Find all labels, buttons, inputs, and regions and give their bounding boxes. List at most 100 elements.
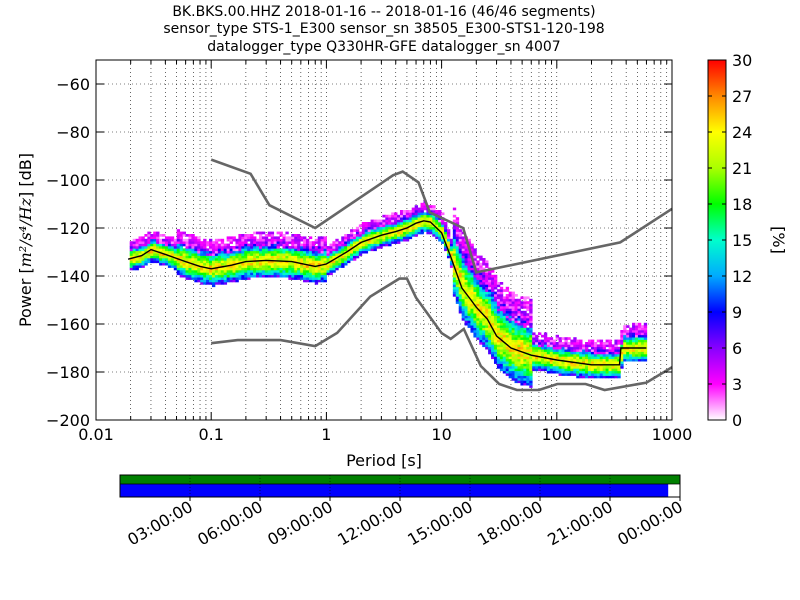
- heatmap-cell: [203, 272, 207, 276]
- heatmap-cell: [538, 368, 542, 372]
- heatmap-cell: [150, 260, 154, 264]
- heatmap-cell: [467, 320, 471, 324]
- heatmap-cell: [449, 255, 454, 259]
- heatmap-cell: [276, 255, 280, 259]
- heatmap-cell: [511, 342, 515, 345]
- heatmap-cell: [485, 334, 489, 338]
- heatmap-cell: [423, 202, 427, 206]
- heatmap-cell: [132, 262, 136, 266]
- heatmap-cell: [496, 310, 501, 314]
- heatmap-cell: [491, 284, 495, 288]
- heatmap-cell: [156, 248, 160, 252]
- heatmap-cell: [499, 330, 504, 333]
- heatmap-cell: [485, 277, 489, 280]
- heatmap-cell: [408, 212, 413, 216]
- heatmap-cell: [211, 270, 216, 273]
- heatmap-cell: [405, 214, 410, 218]
- heatmap-cell: [176, 267, 181, 271]
- heatmap-cell: [473, 250, 477, 254]
- heatmap-cell: [294, 241, 298, 244]
- heatmap-cell: [517, 322, 521, 326]
- heatmap-cell: [526, 330, 530, 333]
- heatmap-cell: [473, 284, 477, 288]
- heatmap-cell: [370, 222, 374, 225]
- heatmap-cell: [634, 332, 639, 336]
- heatmap-cell: [209, 243, 213, 247]
- heatmap-cell: [505, 296, 510, 300]
- heatmap-cell: [455, 222, 460, 225]
- heatmap-cell: [479, 262, 483, 266]
- heatmap-cell: [458, 236, 463, 240]
- heatmap-cell: [467, 322, 471, 326]
- heatmap-cell: [508, 322, 513, 326]
- heatmap-cell: [564, 361, 568, 364]
- heatmap-cell: [458, 294, 463, 297]
- heatmap-cell: [361, 236, 366, 240]
- heatmap-cell: [464, 248, 468, 252]
- heatmap-cell: [300, 272, 304, 276]
- heatmap-cell: [188, 262, 192, 266]
- heatmap-cell: [238, 243, 242, 247]
- heatmap-cell: [529, 373, 533, 376]
- heatmap-cell: [461, 238, 466, 242]
- heatmap-cell: [576, 375, 580, 379]
- heatmap-cell: [455, 226, 460, 230]
- heatmap-cell: [602, 344, 607, 348]
- heatmap-cell: [634, 344, 639, 348]
- heatmap-cell: [264, 236, 269, 240]
- heatmap-cell: [385, 222, 389, 225]
- heatmap-cell: [300, 253, 304, 256]
- heatmap-cell: [520, 322, 524, 326]
- heatmap-cell: [449, 250, 454, 254]
- heatmap-cell: [135, 238, 139, 242]
- heatmap-cell: [352, 241, 357, 244]
- heatmap-cell: [153, 253, 157, 256]
- heatmap-cell: [264, 253, 269, 256]
- heatmap-cell: [256, 265, 260, 268]
- heatmap-cell: [376, 243, 380, 247]
- heatmap-cell: [414, 226, 419, 230]
- heatmap-cell: [153, 243, 157, 247]
- heatmap-cell: [458, 270, 463, 273]
- heatmap-cell: [420, 214, 424, 218]
- heatmap-cell: [267, 246, 272, 249]
- heatmap-cell: [311, 274, 316, 278]
- heatmap-cell: [211, 255, 216, 259]
- heatmap-cell: [517, 313, 521, 316]
- heatmap-cell: [164, 238, 169, 242]
- heatmap-cell: [526, 334, 530, 338]
- heatmap-cell: [438, 231, 442, 235]
- x-tick-label: 1: [321, 425, 331, 444]
- heatmap-cell: [214, 270, 219, 273]
- heatmap-cell: [194, 243, 198, 247]
- heatmap-cell: [540, 342, 545, 345]
- heatmap-cell: [473, 260, 477, 264]
- heatmap-cell: [291, 262, 295, 266]
- heatmap-cell: [576, 370, 580, 374]
- heatmap-cell: [532, 344, 536, 348]
- heatmap-cell: [514, 358, 518, 362]
- heatmap-cell: [611, 351, 615, 355]
- heatmap-cell: [352, 250, 357, 254]
- heatmap-cell: [188, 272, 192, 276]
- heatmap-cell: [179, 260, 183, 264]
- heatmap-cell: [570, 368, 574, 372]
- heatmap-cell: [491, 291, 495, 295]
- heatmap-cell: [505, 368, 510, 372]
- heatmap-cell: [479, 313, 483, 316]
- heatmap-cell: [573, 351, 577, 355]
- heatmap-cell: [317, 265, 322, 268]
- heatmap-cell: [285, 236, 289, 240]
- heatmap-cell: [162, 255, 166, 259]
- heatmap-cell: [602, 373, 607, 376]
- heatmap-cell: [303, 248, 307, 252]
- heatmap-cell: [355, 241, 360, 244]
- heatmap-cell: [273, 248, 277, 252]
- heatmap-cell: [211, 282, 216, 285]
- heatmap-cell: [499, 298, 504, 302]
- heatmap-cell: [455, 286, 460, 290]
- heatmap-cell: [546, 366, 551, 369]
- heatmap-cell: [226, 279, 230, 283]
- heatmap-cell: [540, 346, 545, 350]
- heatmap-cell: [173, 262, 178, 266]
